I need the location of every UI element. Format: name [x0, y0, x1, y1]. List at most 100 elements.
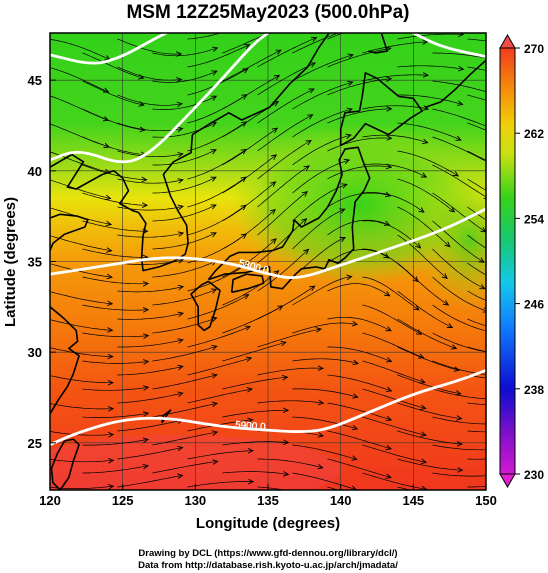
colorbar-tick-label: 254 [524, 212, 544, 226]
streamline [362, 444, 427, 462]
streamline [467, 178, 486, 191]
streamline [152, 346, 217, 362]
streamline [152, 461, 218, 474]
streamline [117, 366, 183, 376]
streamline [152, 233, 217, 250]
streamline [152, 150, 217, 166]
streamline [117, 38, 182, 54]
colorbar-tick-label: 270 [524, 42, 544, 56]
streamline [82, 52, 144, 78]
colorbar-tick-label: 262 [524, 127, 544, 141]
streamline [187, 389, 253, 404]
y-axis-label: Latitude (degrees) [2, 197, 19, 327]
streamline [467, 122, 486, 131]
y-tick-label: 45 [28, 73, 42, 88]
map-title: MSM 12Z25May2023 (500.0hPa) [126, 2, 409, 23]
streamline [117, 233, 184, 238]
streamline [82, 361, 149, 363]
streamline [152, 205, 216, 222]
streamline [292, 109, 353, 138]
streamline [82, 413, 149, 418]
streamline [327, 33, 344, 40]
colorbar-tick-label: 238 [524, 383, 544, 397]
streamline [257, 401, 324, 403]
streamline [50, 38, 110, 60]
streamline [50, 151, 110, 173]
streamline [467, 94, 486, 101]
streamline [327, 283, 390, 296]
streamline [327, 193, 391, 208]
streamline [397, 234, 448, 278]
streamline [397, 402, 462, 419]
streamline [467, 402, 486, 406]
streamline [187, 326, 251, 348]
streamline [397, 150, 459, 176]
streamline [152, 177, 216, 194]
streamline [467, 374, 486, 379]
streamline [50, 375, 113, 383]
streamline [152, 48, 218, 57]
streamline [82, 332, 149, 337]
coast-shandong [50, 213, 89, 251]
streamline [82, 248, 148, 257]
streamline [397, 374, 461, 394]
streamline [82, 220, 148, 231]
streamline [50, 291, 113, 304]
streamline [362, 163, 427, 177]
x-tick-label: 145 [402, 493, 424, 508]
streamline [362, 388, 426, 409]
streamline [397, 122, 461, 140]
streamline [257, 368, 324, 376]
streamline [152, 289, 217, 306]
streamline [362, 472, 427, 489]
streamline [432, 136, 486, 162]
streamline [187, 45, 250, 68]
streamline [467, 346, 486, 352]
streamline [397, 290, 453, 328]
streamline [257, 458, 323, 468]
streamline [257, 249, 309, 292]
streamline [152, 261, 217, 278]
streamline [117, 179, 183, 183]
streamline [432, 192, 486, 232]
streamline [50, 235, 112, 251]
streamline [117, 66, 182, 80]
streamline [327, 374, 392, 391]
streamline [82, 164, 147, 180]
y-tick-label: 30 [28, 345, 42, 360]
colorbar-max-arrow [499, 33, 516, 49]
streamline [432, 164, 486, 199]
streamline [467, 66, 486, 71]
coast-korea [138, 134, 194, 272]
coast-kurils [424, 59, 486, 109]
streamline [397, 430, 463, 444]
coast-kyushu [190, 280, 221, 332]
streamline [117, 448, 183, 460]
colorbar: 230 238 246 254 262 270 [499, 33, 544, 489]
streamline [432, 52, 486, 59]
coast-china-south [50, 306, 80, 415]
streamline [222, 182, 276, 222]
streamline [327, 430, 392, 449]
streamline [82, 108, 145, 130]
streamline [327, 166, 392, 180]
colorbar-ticks: 230 238 246 254 262 270 [515, 42, 544, 482]
y-tick-label: 35 [28, 255, 42, 270]
x-axis: 120 125 130 135 140 145 150 [39, 484, 497, 508]
streamline [82, 192, 148, 205]
streamline [117, 475, 183, 488]
coast-china-east [50, 153, 139, 214]
streamline [467, 234, 486, 249]
streamline [467, 458, 486, 460]
streamline [362, 192, 424, 213]
streamline [362, 360, 425, 383]
height-contour-line [50, 33, 270, 164]
streamline [222, 50, 281, 82]
x-tick-label: 135 [257, 493, 279, 508]
streamline [222, 128, 278, 166]
streamline [117, 420, 183, 432]
streamline [82, 466, 149, 474]
streamline [257, 141, 312, 180]
streamline [222, 33, 270, 54]
